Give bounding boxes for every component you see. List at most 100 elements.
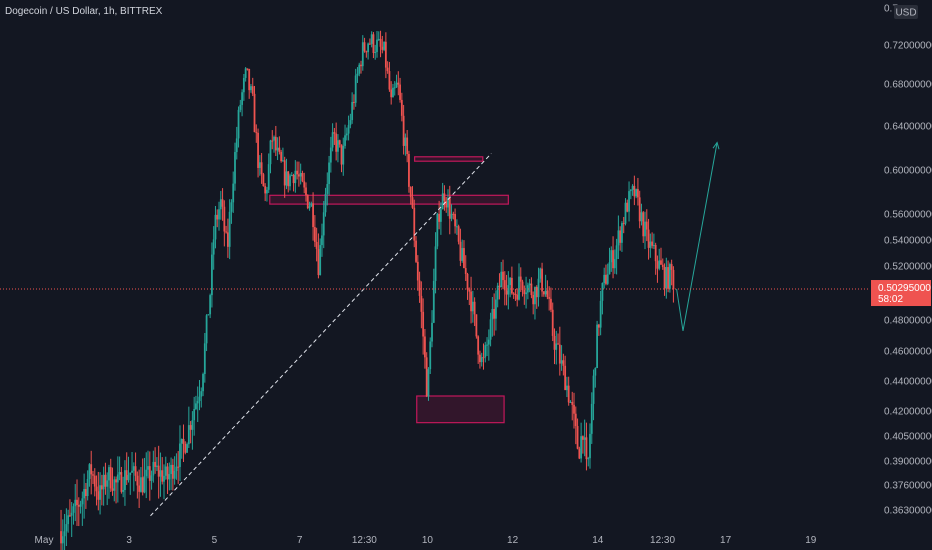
candle-body [129, 472, 132, 476]
candle-body [191, 420, 194, 430]
candle-body [445, 200, 448, 208]
price-tick-label: 0.37600000 [884, 481, 932, 492]
candle-body [612, 250, 614, 269]
price-tick-label: 0.36300000 [884, 506, 932, 517]
candle-body [548, 297, 551, 299]
candle-body [619, 230, 622, 243]
candle-body [120, 472, 123, 492]
candle-body [667, 267, 669, 289]
candle-body [629, 189, 632, 192]
candle-body [203, 343, 206, 375]
candle-body [312, 203, 314, 228]
candle-body [255, 132, 258, 134]
candle-body [234, 152, 236, 184]
candle-body [638, 197, 641, 222]
candle-body [470, 291, 472, 312]
candle-body [381, 46, 384, 50]
candle-body [177, 466, 180, 468]
candle-body [305, 187, 307, 196]
candle-body [360, 64, 362, 67]
candle-body [134, 466, 137, 476]
candle-body [491, 308, 494, 320]
candle-body [226, 232, 229, 247]
candle-body [170, 464, 172, 475]
price-tick-label: 0.7 [884, 4, 898, 15]
candle-body [443, 193, 446, 201]
candle-body [143, 476, 146, 493]
candle-body [652, 244, 655, 246]
candle-body [326, 184, 329, 194]
candle-body [354, 75, 357, 103]
candle-body [111, 488, 114, 491]
candle-body [349, 120, 352, 126]
candle-body [409, 186, 412, 198]
candle-body [228, 211, 231, 247]
candle-body [127, 475, 130, 481]
candle-body [109, 467, 112, 489]
candle-body [654, 244, 657, 262]
candle-body [124, 470, 126, 491]
candle-body [660, 260, 662, 265]
candle-body [196, 401, 199, 404]
candle-body [475, 314, 478, 337]
candle-body [267, 164, 270, 190]
candle-body [266, 189, 268, 194]
projection-arrowhead [712, 141, 720, 150]
candle-body [441, 193, 444, 210]
price-axis[interactable]: 0.36300000 0.37600000 0.39000000 0.40500000… [884, 4, 932, 517]
price-tick-label: 0.48000000 [884, 316, 932, 327]
candle-body [631, 185, 634, 190]
candle-body [67, 515, 70, 525]
candle-body [521, 281, 524, 291]
candle-body [431, 322, 433, 342]
candle-body [248, 69, 251, 91]
candle-body [569, 401, 572, 403]
candle-body [164, 466, 167, 476]
candle-body [132, 466, 135, 471]
candle-body [102, 474, 105, 490]
candle-body [145, 469, 148, 477]
candle-body [560, 360, 563, 364]
candle-body [640, 212, 643, 222]
candle-body [209, 295, 212, 315]
candle-body [535, 286, 538, 298]
candle-body [370, 34, 373, 44]
candle-body [319, 245, 322, 276]
candle-body [376, 39, 378, 52]
candle-body [337, 140, 339, 152]
candle-body [207, 314, 210, 316]
candle-body [555, 343, 558, 350]
candle-body [408, 153, 410, 187]
candle-body [333, 132, 336, 134]
candle-body [150, 475, 153, 481]
candle-body [558, 344, 561, 364]
candle-body [452, 213, 455, 215]
candle-body [537, 278, 540, 298]
candle-body [468, 289, 471, 292]
candle-body [115, 479, 117, 483]
candle-body [425, 357, 428, 397]
candle-body [459, 241, 462, 261]
price-tick-label: 0.54000000 [884, 236, 932, 247]
candle-body [592, 375, 595, 404]
candle-body [155, 465, 158, 467]
candle-body [365, 51, 368, 53]
candle-body [580, 436, 583, 459]
time-axis[interactable]: May 3 5 7 12:30 10 12 14 12:30 17 19 [35, 535, 817, 546]
candle-body [487, 339, 490, 345]
currency-badge[interactable]: USD [894, 5, 918, 19]
candle-body [303, 181, 306, 188]
candle-body [603, 274, 606, 284]
time-tick-label: 7 [297, 535, 303, 546]
candle-body [596, 324, 598, 368]
current-price-tag-bg [871, 280, 931, 307]
candle-body [328, 162, 330, 185]
projection-path [676, 142, 718, 331]
candle-body [65, 524, 68, 532]
candle-body [670, 264, 673, 270]
candle-body [193, 409, 196, 421]
candle-body [322, 212, 325, 236]
candle-body [211, 254, 213, 296]
